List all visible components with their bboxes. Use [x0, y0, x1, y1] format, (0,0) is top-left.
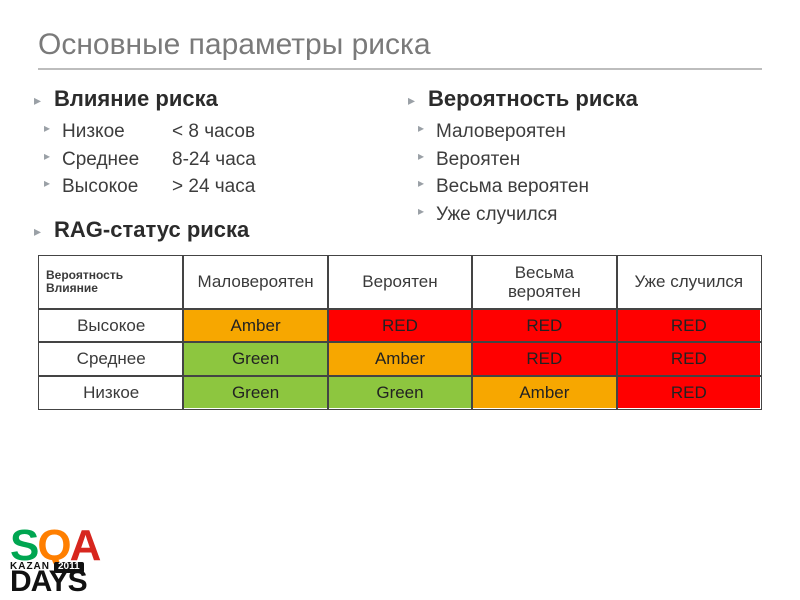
rag-col-header: Уже случился: [617, 256, 761, 309]
probability-heading: Вероятность риска: [412, 86, 762, 112]
impact-item: Среднее8-24 часа: [62, 146, 388, 174]
probability-item: Весьма вероятен: [436, 173, 762, 201]
probability-item: Уже случился: [436, 201, 762, 229]
impact-label: Среднее: [62, 146, 172, 174]
probability-list: МаловероятенВероятенВесьма вероятенУже с…: [412, 118, 762, 228]
logo-sqa: SQA: [10, 527, 99, 564]
title-rule: [38, 68, 762, 70]
impact-label: Высокое: [62, 173, 172, 201]
impact-column: Влияние риска Низкое< 8 часовСреднее8-24…: [38, 84, 388, 249]
probability-item: Маловероятен: [436, 118, 762, 146]
rag-col-header: Маловероятен: [183, 256, 327, 309]
rag-cell: RED: [328, 309, 472, 343]
rag-table: ВероятностьВлияниеМаловероятенВероятенВе…: [38, 255, 762, 411]
rag-corner: ВероятностьВлияние: [39, 256, 183, 309]
rag-cell: RED: [617, 376, 761, 410]
impact-value: 8-24 часа: [172, 146, 388, 174]
logo-days: DAYS: [10, 569, 99, 595]
rag-cell: Amber: [183, 309, 327, 343]
impact-list: Низкое< 8 часовСреднее8-24 часаВысокое> …: [38, 118, 388, 201]
impact-value: < 8 часов: [172, 118, 388, 146]
columns: Влияние риска Низкое< 8 часовСреднее8-24…: [38, 84, 762, 249]
sqa-days-logo: SQA KAZAN 2011 DAYS: [10, 527, 99, 594]
rag-cell: RED: [617, 342, 761, 376]
rag-row-header: Среднее: [39, 342, 183, 376]
slide: Основные параметры риска Влияние риска Н…: [0, 0, 800, 600]
rag-cell: Green: [328, 376, 472, 410]
rag-row-header: Низкое: [39, 376, 183, 410]
probability-item: Вероятен: [436, 146, 762, 174]
rag-row-header: Высокое: [39, 309, 183, 343]
rag-cell: Green: [183, 376, 327, 410]
rag-cell: Green: [183, 342, 327, 376]
impact-heading: Влияние риска: [38, 86, 388, 112]
impact-item: Высокое> 24 часа: [62, 173, 388, 201]
rag-col-header: Вероятен: [328, 256, 472, 309]
rag-cell: Amber: [472, 376, 616, 410]
probability-column: Вероятность риска МаловероятенВероятенВе…: [412, 84, 762, 249]
impact-value: > 24 часа: [172, 173, 388, 201]
impact-label: Низкое: [62, 118, 172, 146]
rag-cell: RED: [617, 309, 761, 343]
rag-col-header: Весьма вероятен: [472, 256, 616, 309]
rag-cell: Amber: [328, 342, 472, 376]
rag-heading: RAG-статус риска: [38, 217, 388, 243]
rag-cell: RED: [472, 309, 616, 343]
rag-cell: RED: [472, 342, 616, 376]
slide-title: Основные параметры риска: [38, 28, 762, 62]
impact-item: Низкое< 8 часов: [62, 118, 388, 146]
